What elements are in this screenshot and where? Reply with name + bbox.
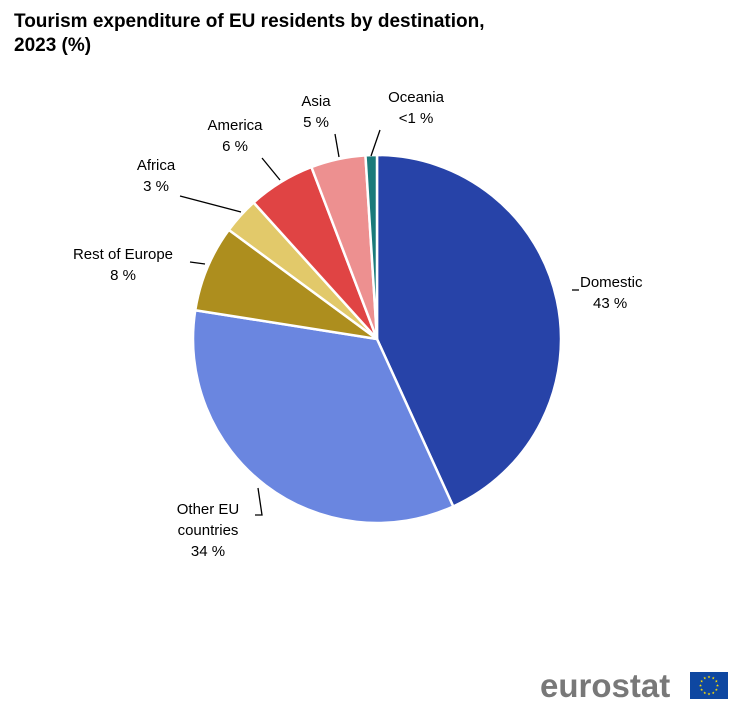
pie-slice-other-eu-countries (191, 308, 455, 525)
eu-star-icon (703, 691, 707, 695)
eu-star-icon (700, 679, 704, 683)
eu-star-icon (703, 676, 707, 680)
pie-slices (191, 153, 563, 525)
leader-line-other-eu-countries (255, 487, 263, 516)
slice-label-asia: Asia 5 % (301, 93, 331, 131)
eu-star-icon (714, 688, 718, 691)
eurostat-logo: eurostat (540, 666, 730, 706)
logo-text: eurostat (540, 667, 671, 704)
chart-title: Tourism expenditure of EU residents by d… (14, 10, 634, 58)
eu-star-icon (711, 676, 715, 680)
leader-line-america (261, 157, 281, 181)
eu-star-icon (700, 688, 704, 691)
slice-label-oceania: Oceania <1 % (388, 89, 445, 127)
eu-star-icon (714, 679, 718, 683)
eu-star-icon (716, 684, 719, 687)
slice-label-america: America 6 % (207, 117, 263, 155)
eu-star-icon (699, 684, 702, 687)
eu-star-icon (711, 691, 715, 695)
slice-label-rest-of-europe: Rest of Europe 8 % (73, 246, 173, 284)
pie-slice-domestic (375, 153, 563, 508)
leader-line-rest-of-europe (189, 261, 206, 265)
eu-star-icon (707, 675, 711, 679)
eu-star-icon (707, 692, 711, 696)
slice-labels: Domestic 43 % Other EU countries 34 % Rest of… (73, 89, 643, 560)
chart-title-line-2: 2023 (%) (14, 35, 92, 56)
leader-line-asia (334, 133, 340, 158)
slice-label-domestic: Domestic 43 % (580, 274, 643, 312)
slice-label-other-eu-countries: Other EU countries 34 % (177, 501, 240, 560)
leader-lines (179, 129, 579, 516)
leader-line-africa (179, 195, 242, 213)
leader-line-oceania (370, 129, 381, 157)
chart-title-line-1: Tourism expenditure of EU residents by d… (14, 11, 485, 32)
eu-flag-icon (690, 672, 728, 699)
slice-label-africa: Africa 3 % (137, 157, 176, 195)
